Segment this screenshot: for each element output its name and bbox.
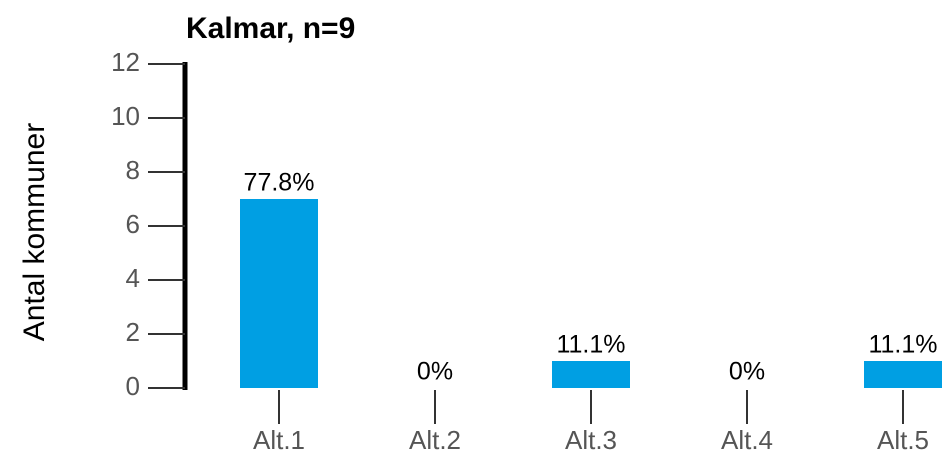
y-tick-label: 8 xyxy=(126,155,140,185)
x-tick-label: Alt.4 xyxy=(721,425,773,455)
x-tick-label: Alt.1 xyxy=(253,425,305,455)
data-label: 11.1% xyxy=(556,331,625,359)
data-label: 77.8% xyxy=(244,169,315,197)
x-tick-label: Alt.5 xyxy=(877,425,929,455)
y-tick-label: 4 xyxy=(126,263,140,293)
data-label: 0% xyxy=(729,358,765,386)
y-tick-label: 2 xyxy=(126,317,140,347)
data-label: 0% xyxy=(417,358,453,386)
chart-title: Kalmar, n=9 xyxy=(186,12,355,45)
bar xyxy=(552,361,630,388)
bar xyxy=(864,361,942,388)
x-tick-label: Alt.3 xyxy=(565,425,617,455)
x-tick-label: Alt.2 xyxy=(409,425,461,455)
bar xyxy=(240,199,318,388)
y-tick-label: 12 xyxy=(111,47,140,77)
y-axis-label: Antal kommuner xyxy=(18,123,51,341)
y-tick-label: 6 xyxy=(126,209,140,239)
data-label: 11.1% xyxy=(868,331,937,359)
y-tick-label: 0 xyxy=(126,371,140,401)
y-tick-label: 10 xyxy=(111,101,140,131)
